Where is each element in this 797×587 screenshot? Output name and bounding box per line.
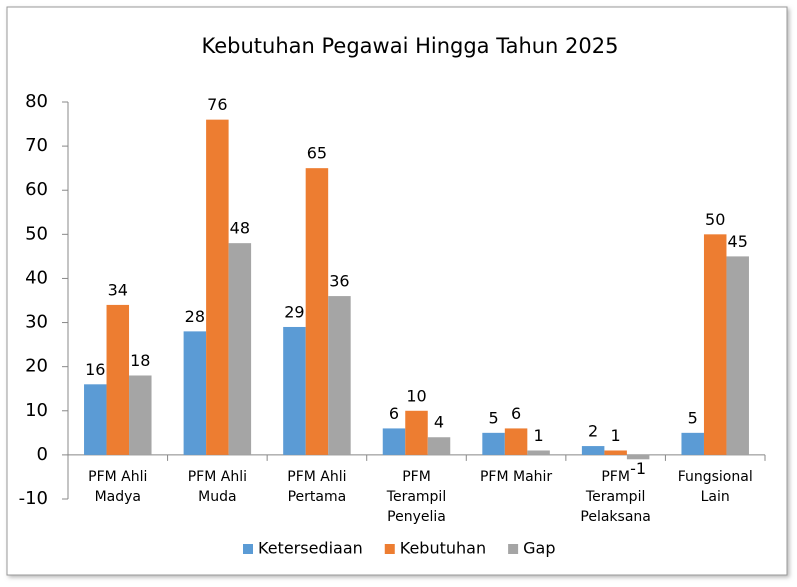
x-tick-label: Lain (701, 489, 730, 505)
bar (604, 450, 627, 455)
data-label: 28 (185, 307, 205, 326)
bar (681, 432, 704, 455)
x-tick-label: Terampil (585, 489, 645, 505)
data-label: 65 (307, 144, 327, 163)
x-tick-label: Pelaksana (580, 509, 650, 525)
bar (427, 437, 451, 455)
data-label: 6 (511, 404, 521, 423)
data-label: 34 (108, 280, 128, 299)
y-tick-label: 80 (25, 91, 48, 112)
bar (726, 256, 749, 455)
data-label: 5 (488, 408, 498, 427)
legend-label: Gap (523, 539, 555, 558)
bar (228, 243, 252, 455)
bar (206, 119, 229, 455)
y-tick-label: 50 (25, 223, 48, 244)
data-label: 45 (728, 232, 748, 251)
y-tick-label: 0 (37, 444, 48, 465)
data-label: 16 (85, 360, 105, 379)
y-tick-label: -10 (19, 488, 48, 509)
data-label: 2 (588, 422, 598, 441)
data-label: 5 (688, 408, 698, 427)
y-tick-label: 60 (25, 179, 48, 200)
bar (581, 446, 605, 455)
x-tick-label: PFM Mahir (480, 469, 552, 485)
data-label: -1 (630, 459, 646, 478)
legend-swatch (384, 544, 395, 554)
bar (305, 168, 329, 455)
x-tick-label: PFM Ahli (287, 469, 346, 485)
data-label: 1 (533, 426, 543, 445)
x-tick-label: PFM (601, 469, 630, 485)
x-tick-label: Muda (198, 489, 236, 505)
y-tick-label: 40 (25, 267, 48, 288)
data-label: 10 (406, 386, 426, 405)
y-tick-label: 20 (25, 356, 48, 377)
data-label: 48 (230, 219, 250, 238)
bar (328, 296, 351, 455)
x-tick-label: PFM Ahli (188, 469, 247, 485)
bar (283, 326, 306, 455)
data-label: 18 (130, 351, 150, 370)
data-label: 76 (207, 95, 227, 114)
bar (703, 234, 727, 455)
bar (106, 304, 130, 455)
bar (626, 454, 650, 460)
bar (84, 384, 107, 455)
legend-label: Kebutuhan (400, 539, 486, 558)
chart-title: Kebutuhan Pegawai Hingga Tahun 2025 (202, 34, 619, 58)
x-tick-label: Pertama (288, 489, 347, 505)
legend-label: Ketersediaan (258, 539, 363, 558)
bar (382, 428, 406, 455)
chart-frame (6, 6, 788, 576)
bar (405, 410, 428, 455)
x-tick-label: Terampil (386, 489, 446, 505)
data-label: 29 (284, 302, 304, 321)
bar (482, 432, 505, 455)
legend-swatch (508, 544, 519, 554)
y-tick-label: 30 (25, 312, 48, 333)
x-tick-label: PFM (402, 469, 431, 485)
y-tick-label: 10 (25, 400, 48, 421)
data-label: 1 (611, 426, 621, 445)
legend-swatch (243, 544, 253, 554)
bar (527, 450, 550, 455)
y-tick-label: 70 (25, 135, 48, 156)
data-label: 4 (434, 413, 444, 432)
bar (183, 331, 207, 455)
x-tick-label: Fungsional (678, 469, 753, 485)
bar (129, 375, 152, 455)
x-tick-label: PFM Ahli (88, 469, 147, 485)
data-label: 6 (389, 404, 399, 423)
x-tick-label: Penyelia (387, 509, 446, 525)
x-tick-label: Madya (95, 489, 141, 505)
bar (504, 428, 528, 455)
data-label: 36 (329, 272, 349, 291)
data-label: 50 (705, 210, 725, 229)
